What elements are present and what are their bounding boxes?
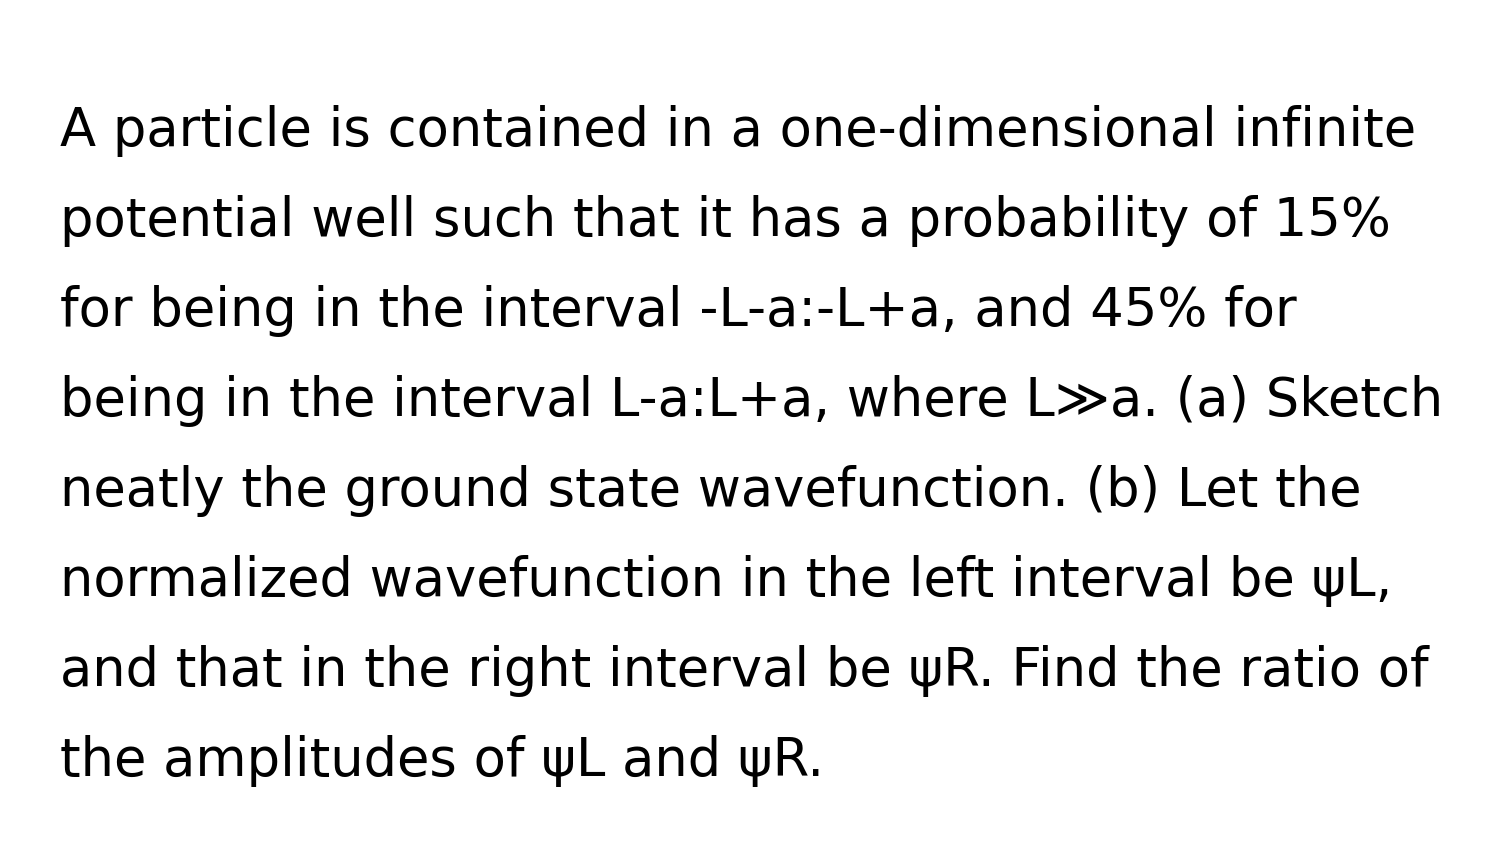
Text: neatly the ground state wavefunction. (b) Let the: neatly the ground state wavefunction. (b…	[60, 465, 1362, 517]
Text: the amplitudes of ψL and ψR.: the amplitudes of ψL and ψR.	[60, 735, 824, 787]
Text: and that in the right interval be ψR. Find the ratio of: and that in the right interval be ψR. Fi…	[60, 645, 1428, 697]
Text: normalized wavefunction in the left interval be ψL,: normalized wavefunction in the left inte…	[60, 555, 1392, 607]
Text: being in the interval L-a:L+a, where L≫a. (a) Sketch: being in the interval L-a:L+a, where L≫a…	[60, 375, 1443, 427]
Text: potential well such that it has a probability of 15%: potential well such that it has a probab…	[60, 195, 1390, 247]
Text: for being in the interval -L-a:-L+a, and 45% for: for being in the interval -L-a:-L+a, and…	[60, 285, 1296, 337]
Text: A particle is contained in a one-dimensional infinite: A particle is contained in a one-dimensi…	[60, 105, 1416, 157]
